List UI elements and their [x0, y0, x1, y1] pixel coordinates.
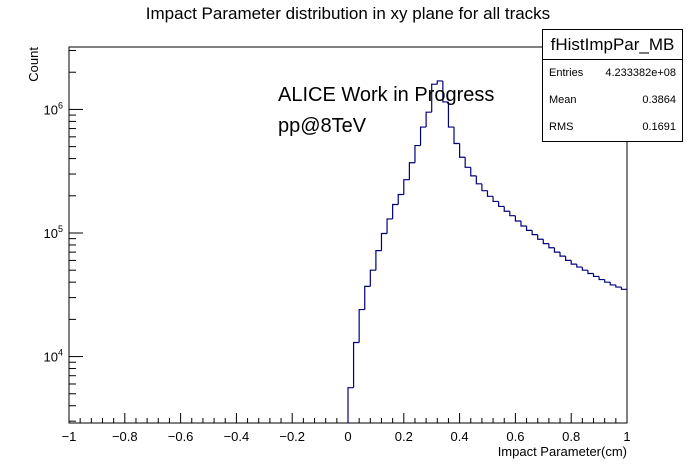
histogram-bin [559, 252, 566, 257]
histogram-bin [587, 270, 594, 275]
x-tick-label: 0 [344, 429, 351, 444]
histogram-bin [369, 269, 376, 287]
histogram-bin [486, 190, 494, 197]
histogram-bin [592, 273, 600, 278]
histogram-bin [358, 308, 365, 343]
histogram-bin [498, 201, 505, 208]
x-tick-label: −0.2 [279, 429, 305, 444]
x-tick-label: −0.8 [112, 429, 138, 444]
histogram-bin [431, 83, 438, 113]
histogram-bin [570, 260, 577, 265]
stats-key: Entries [549, 67, 584, 79]
stats-value: 4.233382e+08 [605, 67, 676, 79]
y-tick-label: 106 [44, 100, 63, 117]
histogram-bin [425, 111, 432, 128]
histogram-bin [548, 243, 555, 249]
x-tick-label: −0.6 [168, 429, 194, 444]
stats-histogram-name: fHistImpPar_MB [543, 30, 682, 60]
histogram-bin [464, 157, 471, 168]
stats-box: fHistImpPar_MB Entries 4.233382e+08 Mean… [542, 29, 683, 142]
histogram-bin [525, 225, 533, 231]
histogram-bin [598, 276, 605, 281]
histogram-bin [403, 179, 410, 195]
x-axis-title: Impact Parameter(cm) [498, 444, 627, 459]
histogram-bin [481, 183, 488, 192]
histogram-bin [397, 193, 404, 205]
histogram-bin [392, 203, 399, 219]
histogram-bin [347, 387, 354, 423]
histogram-bin [442, 80, 449, 103]
y-tick-label: 105 [44, 224, 63, 241]
annotation-energy: pp@8TeV [278, 115, 367, 137]
histogram-bin [447, 101, 455, 128]
stats-row-mean: Mean 0.3864 [543, 87, 682, 114]
histogram-bin [542, 239, 549, 245]
histogram-bin [520, 221, 527, 227]
x-tick-label: 0.2 [395, 429, 413, 444]
histogram-bin [565, 256, 572, 262]
stats-key: Mean [549, 94, 577, 106]
histogram-bin [414, 144, 421, 163]
histogram-bin [453, 127, 460, 145]
chart-title: Impact Parameter distribution in xy plan… [145, 4, 551, 23]
x-tick-label: 0.6 [506, 429, 524, 444]
histogram-bin [514, 215, 521, 222]
histogram-bin [364, 285, 371, 310]
histogram-bin [553, 247, 561, 253]
histogram-bin [380, 232, 388, 251]
histogram-bin [531, 230, 538, 236]
y-tick-label: 104 [44, 348, 63, 365]
histogram-bin [408, 162, 415, 180]
histogram-bin [581, 267, 588, 271]
histogram-bin [620, 287, 627, 290]
histogram-bin [503, 206, 510, 212]
x-tick-label: −1 [62, 429, 77, 444]
histogram-bin [386, 218, 393, 234]
stats-row-entries: Entries 4.233382e+08 [543, 60, 682, 87]
histogram-bin [419, 126, 427, 146]
annotation-alice: ALICE Work in Progress [278, 84, 495, 106]
x-tick-label: −0.4 [224, 429, 250, 444]
histogram-bin [509, 211, 516, 217]
x-tick-label: 1 [623, 429, 630, 444]
stats-value: 0.1691 [642, 121, 676, 133]
histogram-bin [609, 282, 616, 286]
histogram-bin [537, 234, 544, 240]
histogram-bin [576, 264, 583, 268]
histogram-bin [475, 175, 482, 185]
y-axis-title: Count [26, 47, 41, 82]
stats-row-rms: RMS 0.1691 [543, 114, 682, 141]
x-tick-label: 0.8 [562, 429, 580, 444]
x-tick-label: 0.4 [451, 429, 469, 444]
histogram-bin [615, 284, 622, 288]
histogram-bin [604, 279, 611, 283]
stats-value: 0.3864 [642, 94, 676, 106]
histogram-bin [470, 167, 477, 177]
stats-key: RMS [549, 121, 574, 133]
histogram-bin [375, 250, 382, 271]
histogram-bin [436, 80, 443, 85]
histogram-bin [459, 143, 466, 158]
histogram-bin [352, 341, 360, 388]
histogram-bin [492, 196, 499, 203]
